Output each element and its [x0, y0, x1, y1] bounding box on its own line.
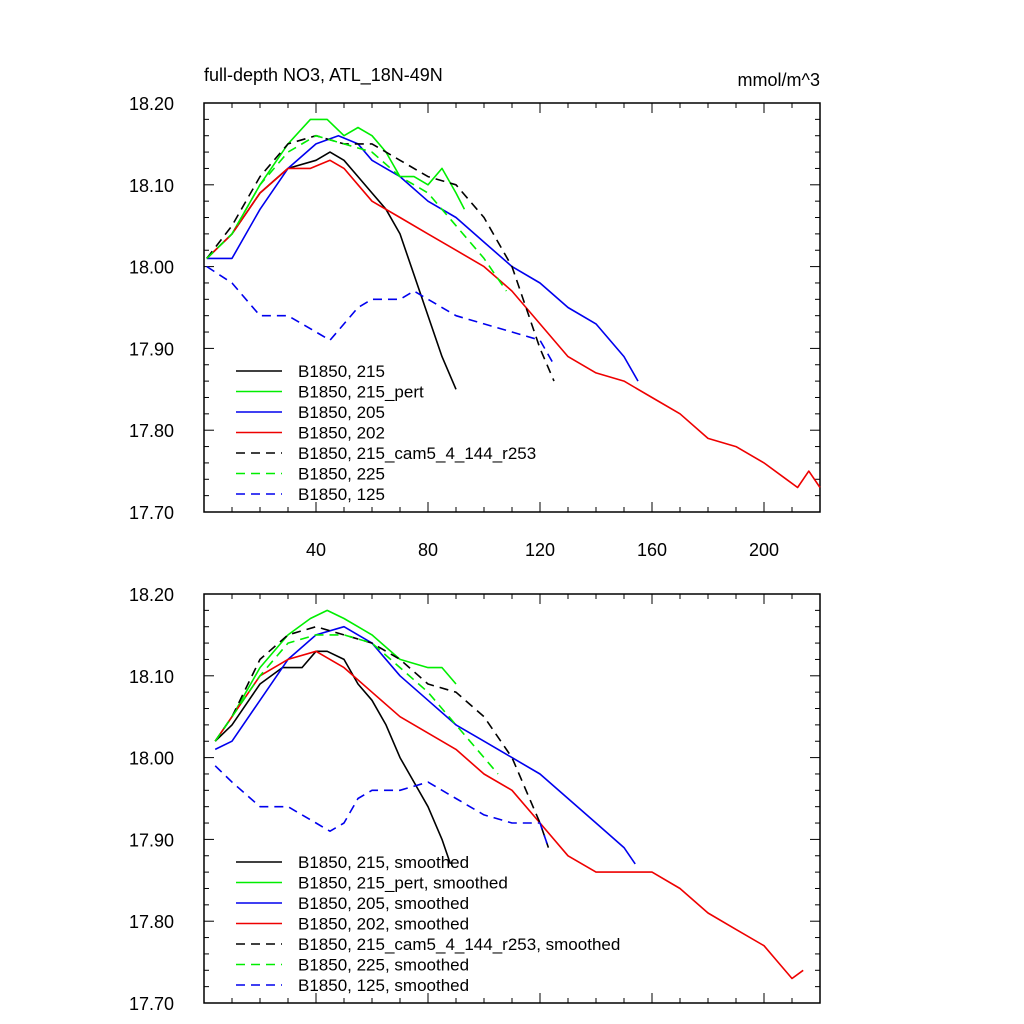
series-line [206, 134, 639, 382]
legend-label: B1850, 215_pert, smoothed [298, 874, 508, 893]
y-tick-label: 17.80 [129, 421, 174, 441]
units-label: mmol/m^3 [738, 70, 820, 90]
chart-title: full-depth NO3, ATL_18N-49N [204, 65, 443, 86]
series-line [206, 134, 555, 382]
legend-label: B1850, 125 [298, 485, 385, 504]
legend-label: B1850, 215_cam5_4_144_r253, smoothed [298, 935, 620, 954]
series-line [206, 118, 466, 259]
legend-label: B1850, 215_cam5_4_144_r253 [298, 444, 536, 463]
legend-label: B1850, 205, smoothed [298, 894, 469, 913]
y-tick-label: 18.20 [129, 585, 174, 605]
y-tick-label: 17.70 [129, 503, 174, 523]
y-tick-label: 18.10 [129, 176, 174, 196]
legend-label: B1850, 215_pert [298, 383, 424, 402]
x-tick-label: 40 [306, 540, 326, 560]
x-tick-label: 120 [525, 540, 555, 560]
series-line [206, 151, 457, 390]
series-line [214, 650, 804, 980]
y-tick-label: 18.10 [129, 667, 174, 687]
series-line [206, 159, 821, 489]
y-tick-label: 18.00 [129, 749, 174, 769]
series-line [214, 650, 452, 865]
legend-label: B1850, 225, smoothed [298, 956, 469, 975]
legend-label: B1850, 205 [298, 403, 385, 422]
series-line [214, 634, 499, 775]
legend-label: B1850, 125, smoothed [298, 976, 469, 995]
y-tick-label: 17.70 [129, 994, 174, 1014]
y-tick-label: 17.80 [129, 912, 174, 932]
y-tick-label: 17.90 [129, 339, 174, 359]
legend-label: B1850, 215, smoothed [298, 853, 469, 872]
legend-label: B1850, 202, smoothed [298, 915, 469, 934]
series-line [206, 265, 555, 366]
y-tick-label: 18.20 [129, 94, 174, 114]
legend-label: B1850, 215 [298, 362, 385, 381]
y-tick-label: 17.90 [129, 830, 174, 850]
x-tick-label: 200 [749, 540, 779, 560]
series-line [214, 625, 550, 848]
series-line [214, 609, 457, 742]
panel-2: B1850, 215, smoothed B1850, 215_pert, smo… [203, 593, 821, 1004]
x-tick-label: 160 [637, 540, 667, 560]
x-tick-label: 80 [418, 540, 438, 560]
series-line [214, 625, 636, 865]
y-tick-label: 18.00 [129, 258, 174, 278]
series-line [214, 765, 550, 848]
series-line [206, 134, 508, 292]
legend-label: B1850, 225 [298, 465, 385, 484]
legend-label: B1850, 202 [298, 424, 385, 443]
